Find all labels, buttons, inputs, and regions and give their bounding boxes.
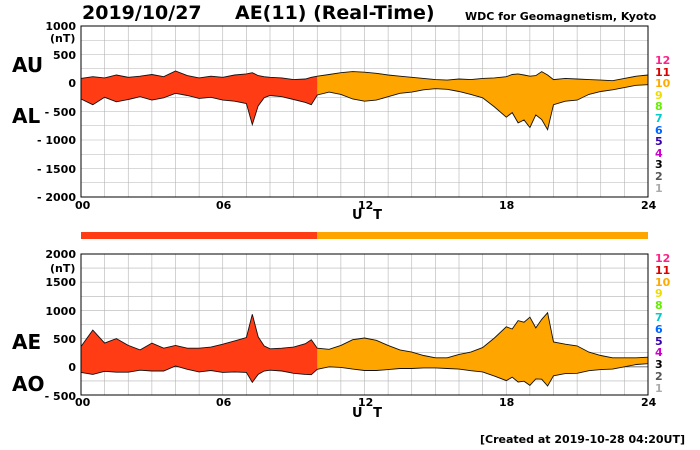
chart-title: AE(11) (Real-Time) <box>235 2 435 24</box>
bottom-xtick: 24 <box>641 396 657 409</box>
bottom-ytick: 1500 <box>45 276 76 289</box>
ao-label: AO <box>12 372 45 396</box>
station-count-label: 11 <box>655 263 671 277</box>
top-plot-frame <box>80 25 649 198</box>
station-count-label: 11 <box>655 65 671 79</box>
station-count-label: 5 <box>655 135 663 149</box>
bottom-xtick: 12 <box>358 396 374 409</box>
station-count-label: 10 <box>655 275 671 289</box>
top-ytick: 0 <box>68 77 76 90</box>
station-count-label: 3 <box>655 358 663 372</box>
station-strip-late <box>317 232 648 239</box>
top-ytick: - 1000 <box>36 134 76 147</box>
top-xtick: 24 <box>641 199 657 212</box>
al-label: AL <box>12 104 41 128</box>
station-count-label: 7 <box>655 311 663 324</box>
top-xtick: 00 <box>75 199 91 212</box>
top-ytick: 500 <box>53 49 76 62</box>
bottom-ytick: 1000 <box>45 305 76 318</box>
top-ytick: 1000 <box>45 20 76 33</box>
bottom-ytick: 0 <box>68 361 76 374</box>
ae-label: AE <box>12 330 42 354</box>
au-label: AU <box>12 53 44 77</box>
top-ytick: - 500 <box>44 106 76 119</box>
data-source: WDC for Geomagnetism, Kyoto <box>465 10 657 23</box>
top-xtick: 12 <box>358 199 374 212</box>
top-ytick: - 1500 <box>36 163 76 176</box>
station-count-label: 5 <box>655 334 663 348</box>
bottom-band-late <box>317 312 648 386</box>
station-count-label: 1 <box>655 181 663 195</box>
bottom-series-ae <box>80 311 649 359</box>
date-title: 2019/10/27 <box>82 2 202 24</box>
created-timestamp: [Created at 2019-10-28 04:20UT] <box>480 433 686 446</box>
station-count-label: 6 <box>655 322 663 336</box>
station-strip-early <box>81 232 318 239</box>
station-count-label: 8 <box>655 100 663 114</box>
station-count-label: 7 <box>655 112 663 125</box>
bottom-x-axis-label: U T <box>352 406 385 421</box>
station-count-label: 8 <box>655 299 663 313</box>
station-count-label: 2 <box>655 170 663 183</box>
top-xtick: 18 <box>499 199 515 212</box>
station-count-label: 4 <box>655 146 663 160</box>
bottom-xtick: 18 <box>499 396 515 409</box>
bottom-xtick: 06 <box>216 396 232 409</box>
bottom-ytick: 2000 <box>45 248 76 261</box>
station-count-label: 4 <box>655 346 663 360</box>
top-series-au <box>80 70 649 82</box>
station-count-label: 10 <box>655 77 671 91</box>
top-band-early <box>81 71 318 125</box>
top-unit-label: (nT) <box>50 32 76 45</box>
top-band-late <box>317 71 648 130</box>
station-count-label: 9 <box>655 287 663 301</box>
station-count-label: 1 <box>655 381 663 395</box>
station-count-label: 9 <box>655 88 663 102</box>
station-count-label: 12 <box>655 54 671 67</box>
station-count-label: 3 <box>655 158 663 172</box>
station-count-label: 2 <box>655 370 663 383</box>
top-x-axis-label: U T <box>352 208 385 223</box>
bottom-ytick: 500 <box>53 333 76 346</box>
bottom-unit-label: (nT) <box>50 262 76 275</box>
top-xtick: 06 <box>216 199 232 212</box>
top-series-al <box>80 84 649 131</box>
bottom-series-ao <box>80 363 649 387</box>
bottom-plot-frame <box>80 253 649 396</box>
station-count-label: 6 <box>655 123 663 137</box>
station-count-label: 12 <box>655 252 671 265</box>
bottom-xtick: 00 <box>75 396 91 409</box>
bottom-ytick: - 500 <box>44 390 76 403</box>
top-ytick: - 2000 <box>36 191 76 204</box>
